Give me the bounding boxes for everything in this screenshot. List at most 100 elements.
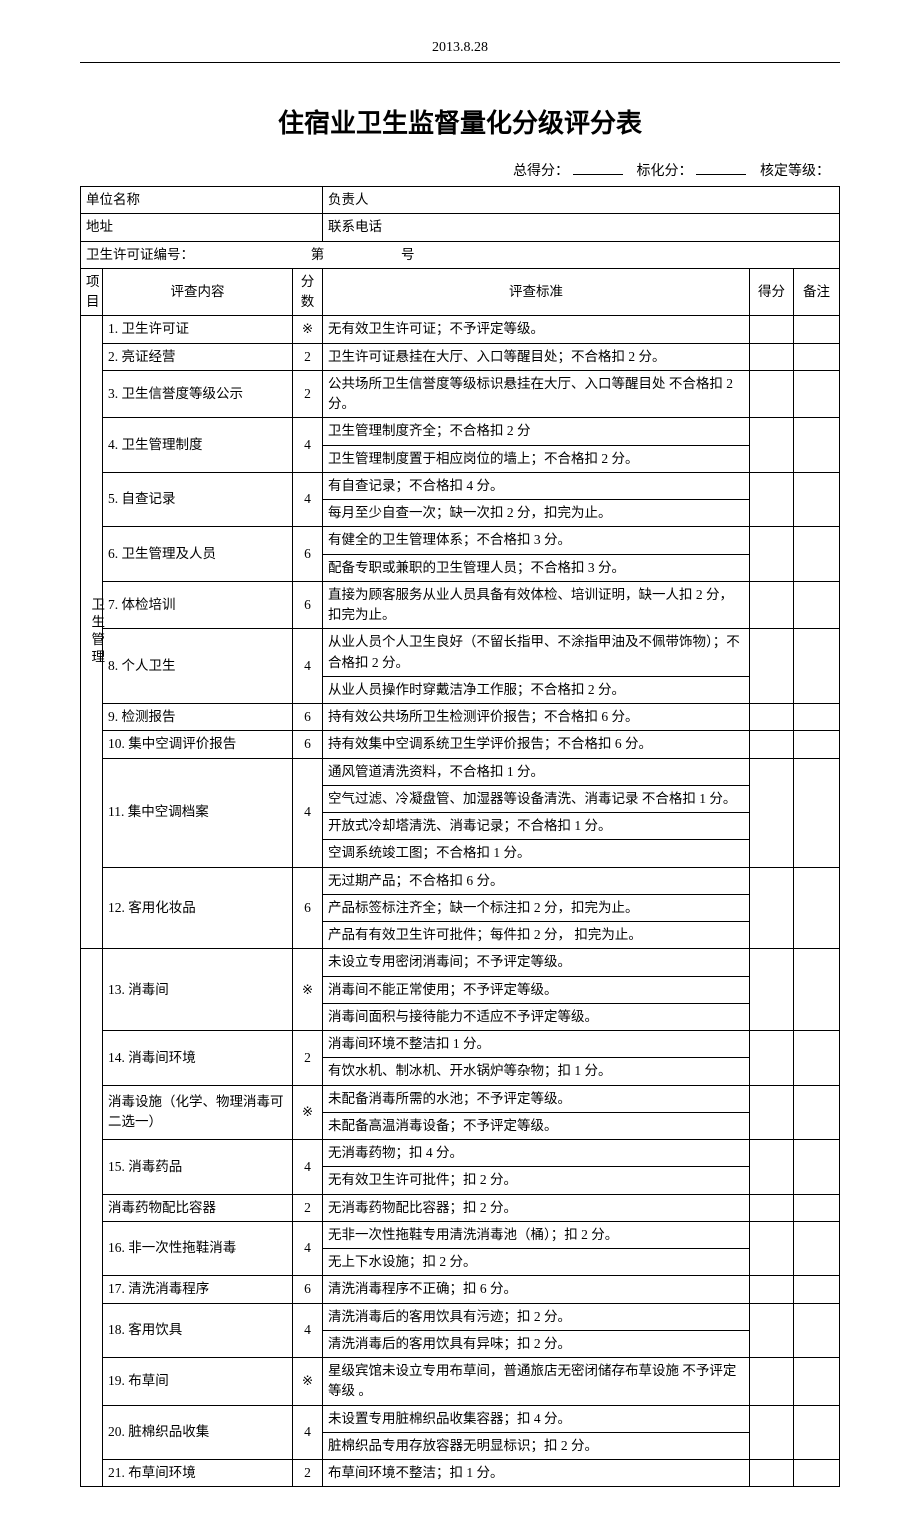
- item-score: 6: [293, 704, 323, 731]
- standard-text: 卫生管理制度齐全；不合格扣 2 分: [323, 418, 750, 445]
- note-cell: [793, 1405, 839, 1460]
- got-score-cell: [749, 1460, 793, 1487]
- got-score-cell: [749, 949, 793, 1031]
- standard-text: 持有效公共场所卫生检测评价报告；不合格扣 6 分。: [323, 704, 750, 731]
- item-name: 18. 客用饮具: [103, 1303, 293, 1358]
- item-name: 7. 体检培训: [103, 581, 293, 629]
- standard-text: 卫生许可证悬挂在大厅、入口等醒目处；不合格扣 2 分。: [323, 343, 750, 370]
- item-name: 5. 自查记录: [103, 472, 293, 527]
- item-name: 9. 检测报告: [103, 704, 293, 731]
- note-cell: [793, 472, 839, 527]
- standard-text: 消毒间面积与接待能力不适应不予评定等级。: [323, 1003, 750, 1030]
- item-score: 6: [293, 867, 323, 949]
- standard-text: 无消毒药物；扣 4 分。: [323, 1140, 750, 1167]
- standard-text: 清洗消毒后的客用饮具有异味；扣 2 分。: [323, 1330, 750, 1357]
- total-score-blank: [573, 161, 623, 175]
- note-cell: [793, 1031, 839, 1086]
- item-name: 1. 卫生许可证: [103, 316, 293, 343]
- item-name: 14. 消毒间环境: [103, 1031, 293, 1086]
- item-score: 2: [293, 1031, 323, 1086]
- standard-text: 无有效卫生许可证；不予评定等级。: [323, 316, 750, 343]
- section-label-2: [81, 949, 103, 1487]
- item-name: 10. 集中空调评价报告: [103, 731, 293, 758]
- note-cell: [793, 867, 839, 949]
- got-score-cell: [749, 1085, 793, 1140]
- standard-text: 公共场所卫生信誉度等级标识悬挂在大厅、入口等醒目处 不合格扣 2 分。: [323, 370, 750, 418]
- item-score: 4: [293, 629, 323, 704]
- standard-text: 清洗消毒程序不正确；扣 6 分。: [323, 1276, 750, 1303]
- item-score: 6: [293, 527, 323, 582]
- col-header-project: 项目: [81, 268, 103, 316]
- item-name: 20. 脏棉织品收集: [103, 1405, 293, 1460]
- standard-text: 星级宾馆未设立专用布草间，普通旅店无密闭储存布草设施 不予评定等级 。: [323, 1358, 750, 1406]
- item-score: 4: [293, 1140, 323, 1195]
- standard-text: 未设立专用密闭消毒间；不予评定等级。: [323, 949, 750, 976]
- standard-text: 无过期产品；不合格扣 6 分。: [323, 867, 750, 894]
- standard-text: 有自查记录；不合格扣 4 分。: [323, 472, 750, 499]
- standard-text: 消毒间不能正常使用；不予评定等级。: [323, 976, 750, 1003]
- note-cell: [793, 949, 839, 1031]
- item-score: ※: [293, 1085, 323, 1140]
- standard-text: 通风管道清洗资料，不合格扣 1 分。: [323, 758, 750, 785]
- standard-text: 未配备消毒所需的水池；不予评定等级。: [323, 1085, 750, 1112]
- col-header-standard: 评查标准: [323, 268, 750, 316]
- standard-score-label: 标化分：: [637, 164, 693, 179]
- standard-text: 未配备高温消毒设备；不予评定等级。: [323, 1112, 750, 1139]
- note-cell: [793, 418, 839, 473]
- standard-text: 无有效卫生许可批件；扣 2 分。: [323, 1167, 750, 1194]
- got-score-cell: [749, 581, 793, 629]
- standard-text: 产品有有效卫生许可批件；每件扣 2 分， 扣完为止。: [323, 922, 750, 949]
- header-rule: [80, 62, 840, 63]
- got-score-cell: [749, 527, 793, 582]
- item-score: 4: [293, 418, 323, 473]
- standard-text: 空调系统竣工图；不合格扣 1 分。: [323, 840, 750, 867]
- item-score: 6: [293, 1276, 323, 1303]
- standard-text: 从业人员操作时穿戴洁净工作服；不合格扣 2 分。: [323, 676, 750, 703]
- got-score-cell: [749, 1031, 793, 1086]
- note-cell: [793, 1358, 839, 1406]
- item-score: 2: [293, 1460, 323, 1487]
- note-cell: [793, 704, 839, 731]
- item-name: 4. 卫生管理制度: [103, 418, 293, 473]
- standard-text: 持有效集中空调系统卫生学评价报告；不合格扣 6 分。: [323, 731, 750, 758]
- item-score: 2: [293, 343, 323, 370]
- note-cell: [793, 527, 839, 582]
- note-cell: [793, 1194, 839, 1221]
- got-score-cell: [749, 1194, 793, 1221]
- note-cell: [793, 1221, 839, 1276]
- note-cell: [793, 316, 839, 343]
- item-name: 2. 亮证经营: [103, 343, 293, 370]
- item-score: 6: [293, 731, 323, 758]
- note-cell: [793, 1140, 839, 1195]
- standard-text: 有饮水机、制冰机、开水锅炉等杂物；扣 1 分。: [323, 1058, 750, 1085]
- document-title: 住宿业卫生监督量化分级评分表: [80, 103, 840, 140]
- col-header-got: 得分: [749, 268, 793, 316]
- note-cell: [793, 1460, 839, 1487]
- note-cell: [793, 1276, 839, 1303]
- got-score-cell: [749, 731, 793, 758]
- item-score: 4: [293, 1303, 323, 1358]
- standard-text: 直接为顾客服务从业人员具备有效体检、培训证明，缺一人扣 2 分，扣完为止。: [323, 581, 750, 629]
- standard-text: 脏棉织品专用存放容器无明显标识；扣 2 分。: [323, 1432, 750, 1459]
- item-name: 16. 非一次性拖鞋消毒: [103, 1221, 293, 1276]
- note-cell: [793, 1085, 839, 1140]
- standard-text: 未设置专用脏棉织品收集容器；扣 4 分。: [323, 1405, 750, 1432]
- standard-text: 配备专职或兼职的卫生管理人员；不合格扣 3 分。: [323, 554, 750, 581]
- score-summary-line: 总得分： 标化分： 核定等级：: [80, 160, 840, 180]
- item-score: 4: [293, 472, 323, 527]
- scoring-table: 单位名称 负责人 地址 联系电话 卫生许可证编号： 第 号 项目 评查内容 分数…: [80, 186, 840, 1487]
- got-score-cell: [749, 1276, 793, 1303]
- got-score-cell: [749, 418, 793, 473]
- item-score: ※: [293, 316, 323, 343]
- item-name: 17. 清洗消毒程序: [103, 1276, 293, 1303]
- note-cell: [793, 1303, 839, 1358]
- got-score-cell: [749, 316, 793, 343]
- item-score: 4: [293, 758, 323, 867]
- standard-text: 无上下水设施；扣 2 分。: [323, 1249, 750, 1276]
- total-score-label: 总得分：: [513, 164, 569, 179]
- unit-name-cell: 单位名称: [81, 187, 323, 214]
- got-score-cell: [749, 472, 793, 527]
- item-name: 6. 卫生管理及人员: [103, 527, 293, 582]
- got-score-cell: [749, 1140, 793, 1195]
- standard-text: 无消毒药物配比容器；扣 2 分。: [323, 1194, 750, 1221]
